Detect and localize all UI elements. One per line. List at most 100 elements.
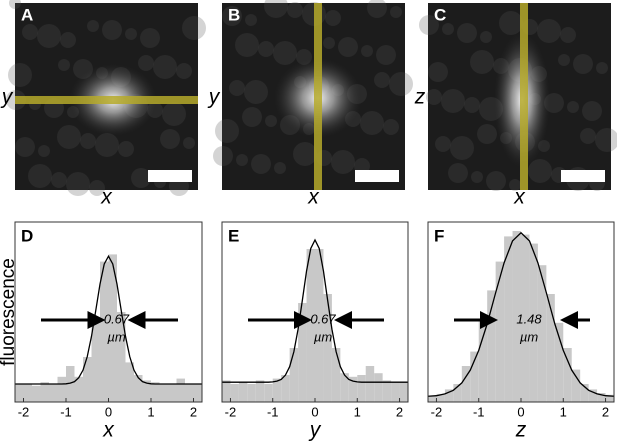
gaussian-fit <box>15 254 202 385</box>
noise <box>486 171 506 191</box>
noise <box>153 55 177 79</box>
x-tick-label: -2 <box>18 404 30 419</box>
histogram-bar <box>597 393 606 402</box>
panel-letter: E <box>228 226 239 245</box>
noise <box>60 32 76 48</box>
noise <box>37 24 61 48</box>
noise <box>213 146 233 166</box>
noise <box>471 171 483 183</box>
y-axis-label: z <box>414 86 426 109</box>
gaussian-fit <box>427 231 615 397</box>
gaussian-fit <box>222 238 408 383</box>
noise <box>374 72 390 88</box>
x-axis-label: z <box>515 419 527 442</box>
histogram-bar <box>134 375 143 402</box>
histogram-bar <box>348 376 358 402</box>
x-tick-label: -2 <box>225 404 237 419</box>
x-tick-label: 1 <box>147 404 154 419</box>
y-axis-label: y <box>207 86 221 109</box>
histogram-bar <box>74 376 83 402</box>
noise <box>264 0 288 18</box>
fwhm-unit: µm <box>520 329 538 344</box>
noise <box>89 180 105 196</box>
noise <box>140 28 160 48</box>
profile-line <box>314 3 322 190</box>
noise <box>441 89 465 113</box>
noise <box>580 128 596 144</box>
profile-line <box>520 3 528 190</box>
fwhm-value: 0.67 <box>310 311 336 326</box>
histogram-bar <box>605 394 614 402</box>
noise <box>265 115 277 127</box>
noise <box>325 10 341 26</box>
noise <box>215 119 239 143</box>
histogram-bar <box>176 378 185 402</box>
noise <box>457 23 477 43</box>
histogram-bar <box>315 249 324 402</box>
noise <box>477 124 497 144</box>
noise <box>58 59 70 71</box>
noise <box>15 137 35 157</box>
panel-letter: C <box>434 5 446 24</box>
noise <box>245 14 257 26</box>
panel-letter: D <box>21 226 33 245</box>
noise <box>87 20 99 32</box>
noise <box>435 136 451 152</box>
noise <box>66 172 90 196</box>
noise <box>95 133 119 157</box>
noise <box>9 0 21 9</box>
histogram-bar <box>374 373 383 402</box>
noise <box>287 2 303 18</box>
noise <box>537 19 561 43</box>
noise <box>560 27 576 43</box>
histogram-bar <box>537 265 547 402</box>
histogram-bar <box>193 384 202 402</box>
noise <box>558 54 570 66</box>
noise <box>448 163 468 183</box>
histogram-bar <box>461 366 471 402</box>
noise <box>57 125 81 149</box>
histogram-bar <box>272 378 282 402</box>
histogram-bar <box>529 243 538 402</box>
x-tick-label: 2 <box>602 404 609 419</box>
histogram-bar <box>399 382 408 402</box>
histogram-bar <box>554 322 564 402</box>
noise <box>183 137 195 149</box>
histogram-bar <box>185 384 194 402</box>
x-tick-label: 1 <box>560 404 567 419</box>
histogram-bar <box>32 385 41 402</box>
noise <box>361 45 373 57</box>
x-tick-label: 0 <box>311 404 318 419</box>
scale-bar <box>148 170 192 182</box>
histogram-bar <box>100 261 109 402</box>
scale-bar <box>561 170 605 182</box>
fwhm-unit: µm <box>314 329 332 344</box>
noise <box>464 97 480 113</box>
histogram-bar <box>142 380 151 402</box>
noise <box>8 63 32 87</box>
noise <box>419 15 439 35</box>
noise <box>118 141 134 157</box>
noise <box>573 54 593 74</box>
histogram-bar <box>495 261 505 402</box>
noise <box>273 41 297 65</box>
histogram-bar <box>222 380 231 402</box>
noise <box>383 119 399 135</box>
y-axis-label: y <box>0 86 14 109</box>
histogram-bar <box>298 303 307 402</box>
x-tick-label: -1 <box>60 404 72 419</box>
noise <box>258 41 274 57</box>
noise <box>338 37 358 57</box>
noise <box>470 50 494 74</box>
histogram-bar <box>470 351 479 402</box>
noise <box>595 128 617 152</box>
histogram-bar <box>546 294 555 402</box>
noise <box>131 168 151 188</box>
histogram-bar <box>49 384 58 402</box>
noise <box>242 107 262 127</box>
panel-letter: F <box>434 226 444 245</box>
noise <box>509 179 521 191</box>
noise <box>162 102 186 126</box>
histogram-bar <box>391 382 400 402</box>
